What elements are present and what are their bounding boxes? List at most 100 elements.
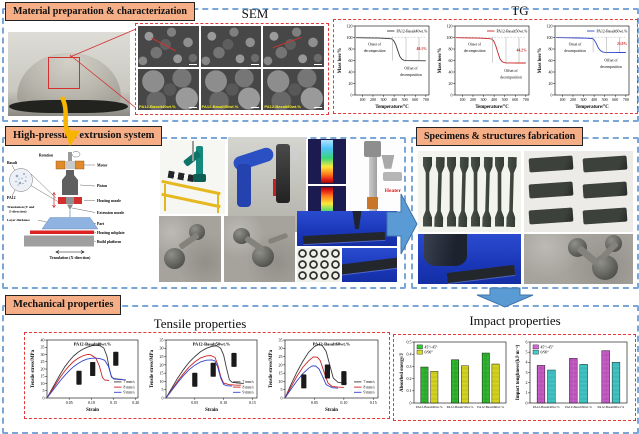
svg-text:700: 700 xyxy=(523,97,529,102)
translation-yz-label2: Z-direction) xyxy=(9,210,26,214)
svg-text:20: 20 xyxy=(41,366,45,371)
svg-text:20: 20 xyxy=(549,81,553,86)
yz-arrow xyxy=(52,191,56,209)
svg-text:decomposition: decomposition xyxy=(500,75,522,79)
sem-label: PA12-Basalt60wt.% xyxy=(264,104,301,109)
piston-label: Piston xyxy=(97,184,108,188)
robot-arm-column xyxy=(195,145,203,177)
svg-text:35: 35 xyxy=(41,345,45,350)
svg-text:Mass loss/%: Mass loss/% xyxy=(338,48,343,74)
impact-energy-chart: 0 0.1 0.2 0.3 0.4 0.5 Absorbed energy/J PA12-Ba… xyxy=(399,338,509,415)
tensile-specimen xyxy=(506,156,517,226)
svg-text:6: 6 xyxy=(526,339,528,344)
svg-text:40: 40 xyxy=(549,69,553,74)
svg-text:10: 10 xyxy=(160,379,164,384)
impact-specimen xyxy=(529,207,574,225)
tensile-specimen xyxy=(471,156,480,227)
svg-text:30: 30 xyxy=(279,346,283,351)
svg-text:0.15: 0.15 xyxy=(249,400,256,405)
svg-text:0.2: 0.2 xyxy=(407,376,412,381)
robot-column xyxy=(237,163,251,208)
svg-text:15: 15 xyxy=(160,371,164,376)
svg-text:60: 60 xyxy=(549,58,553,63)
printed-strip xyxy=(302,231,386,244)
svg-text:PA12-Basalt40wt.%: PA12-Basalt40wt.% xyxy=(397,29,429,33)
motor-shaft xyxy=(68,152,72,161)
svg-text:PA12-Basalt50wt.%: PA12-Basalt50wt.% xyxy=(565,405,592,409)
heating-nozzle-label: Heating nozzle xyxy=(97,199,121,203)
svg-text:8 mm/s: 8 mm/s xyxy=(364,385,376,389)
printing-photo xyxy=(297,211,397,246)
svg-text:decomposition: decomposition xyxy=(464,49,486,53)
svg-text:700: 700 xyxy=(423,97,429,102)
svg-text:0: 0 xyxy=(551,92,553,97)
svg-text:PA12-Basalt50wt.%: PA12-Basalt50wt.% xyxy=(447,405,474,409)
svg-text:20: 20 xyxy=(349,81,353,86)
svg-text:0.3: 0.3 xyxy=(407,364,412,369)
svg-text:0: 0 xyxy=(410,400,412,405)
printed-strip xyxy=(446,264,516,284)
tensile-specimen xyxy=(447,156,456,227)
annotation-arrow xyxy=(151,38,177,52)
svg-text:9 mm/s: 9 mm/s xyxy=(124,391,136,395)
svg-text:Tensile stress/MPa: Tensile stress/MPa xyxy=(31,349,36,388)
tensile-chart-basalt60: 0 5 10 15 20 25 30 35 0.05 0.10 0.15 Strain Tensile … xyxy=(268,336,382,412)
svg-text:PA12-Basalt60wt.%: PA12-Basalt60wt.% xyxy=(313,342,351,347)
section-mechanical xyxy=(2,305,639,434)
svg-text:30: 30 xyxy=(41,352,45,357)
header-mechanical: Mechanical properties xyxy=(5,295,122,315)
svg-text:400: 400 xyxy=(591,97,597,102)
svg-text:0.15: 0.15 xyxy=(110,400,117,405)
svg-text:25.9%: 25.9% xyxy=(617,42,627,46)
svg-text:0.4: 0.4 xyxy=(407,352,412,357)
tg-chart-basalt60: 0 20 40 60 80 100 120 100 200 300 400 500 600 700 Temp… xyxy=(537,22,633,109)
sem-title: SEM xyxy=(241,6,269,21)
tg-title: TG xyxy=(511,3,529,18)
svg-text:10: 10 xyxy=(41,381,45,386)
svg-text:25: 25 xyxy=(41,359,45,364)
printed-sphere xyxy=(163,247,186,269)
scale-bar xyxy=(314,63,322,65)
material-inset xyxy=(9,168,33,192)
sem-image: PA12-Basalt60wt.% xyxy=(263,69,324,110)
sem-image xyxy=(138,26,199,67)
svg-text:30: 30 xyxy=(160,346,164,351)
frame-leg xyxy=(217,193,220,213)
sem-image: PA12-Basalt50wt.% xyxy=(200,69,262,110)
svg-text:25: 25 xyxy=(279,354,283,359)
svg-text:Tensile stress/MPa: Tensile stress/MPa xyxy=(269,349,274,388)
extrusion-schematic: Rotation Motor Basalt PA12 Piston Heatin… xyxy=(7,151,125,260)
svg-text:40: 40 xyxy=(449,69,453,74)
printed-strip xyxy=(342,257,397,275)
printing-closeup-photo xyxy=(418,234,521,284)
svg-text:300: 300 xyxy=(381,97,387,102)
svg-text:0/90°: 0/90° xyxy=(425,351,434,355)
build-plates xyxy=(167,170,196,182)
svg-text:0.15: 0.15 xyxy=(370,400,377,405)
heater-band xyxy=(366,196,379,209)
svg-text:Offset of: Offset of xyxy=(604,59,618,63)
impact-specimens-photo xyxy=(524,151,633,232)
svg-text:7 mm/s: 7 mm/s xyxy=(243,380,255,384)
svg-text:35: 35 xyxy=(279,337,283,342)
header-extrusion: High-pressure extrusion system xyxy=(5,126,163,146)
tg-chart-basalt40: 0 20 40 60 80 100 120 100 200 300 400 500 600 700 Temp… xyxy=(337,22,433,109)
marker-rod xyxy=(273,178,277,196)
frame-bar xyxy=(161,193,221,209)
svg-text:0.5: 0.5 xyxy=(407,339,412,344)
svg-text:Strain: Strain xyxy=(86,408,99,412)
svg-text:Strain: Strain xyxy=(205,408,218,412)
printed-structure-photo xyxy=(524,234,633,284)
heating-subplate-shape xyxy=(30,230,94,234)
svg-text:25: 25 xyxy=(160,354,164,359)
printed-structure-photo xyxy=(224,216,295,282)
tg-chart-basalt50: 0 20 40 60 80 100 120 100 200 300 400 500 600 700 Temp… xyxy=(437,22,533,109)
svg-text:0: 0 xyxy=(162,395,164,400)
heating-subplate-label: Heating subplate xyxy=(97,231,125,235)
svg-text:35: 35 xyxy=(160,337,164,342)
svg-text:Mass loss/%: Mass loss/% xyxy=(438,48,443,74)
layer-thickness-label: Layer thickness xyxy=(7,218,31,222)
svg-text:0.10: 0.10 xyxy=(340,400,347,405)
svg-text:8 mm/s: 8 mm/s xyxy=(124,385,136,389)
svg-text:4: 4 xyxy=(526,360,528,365)
